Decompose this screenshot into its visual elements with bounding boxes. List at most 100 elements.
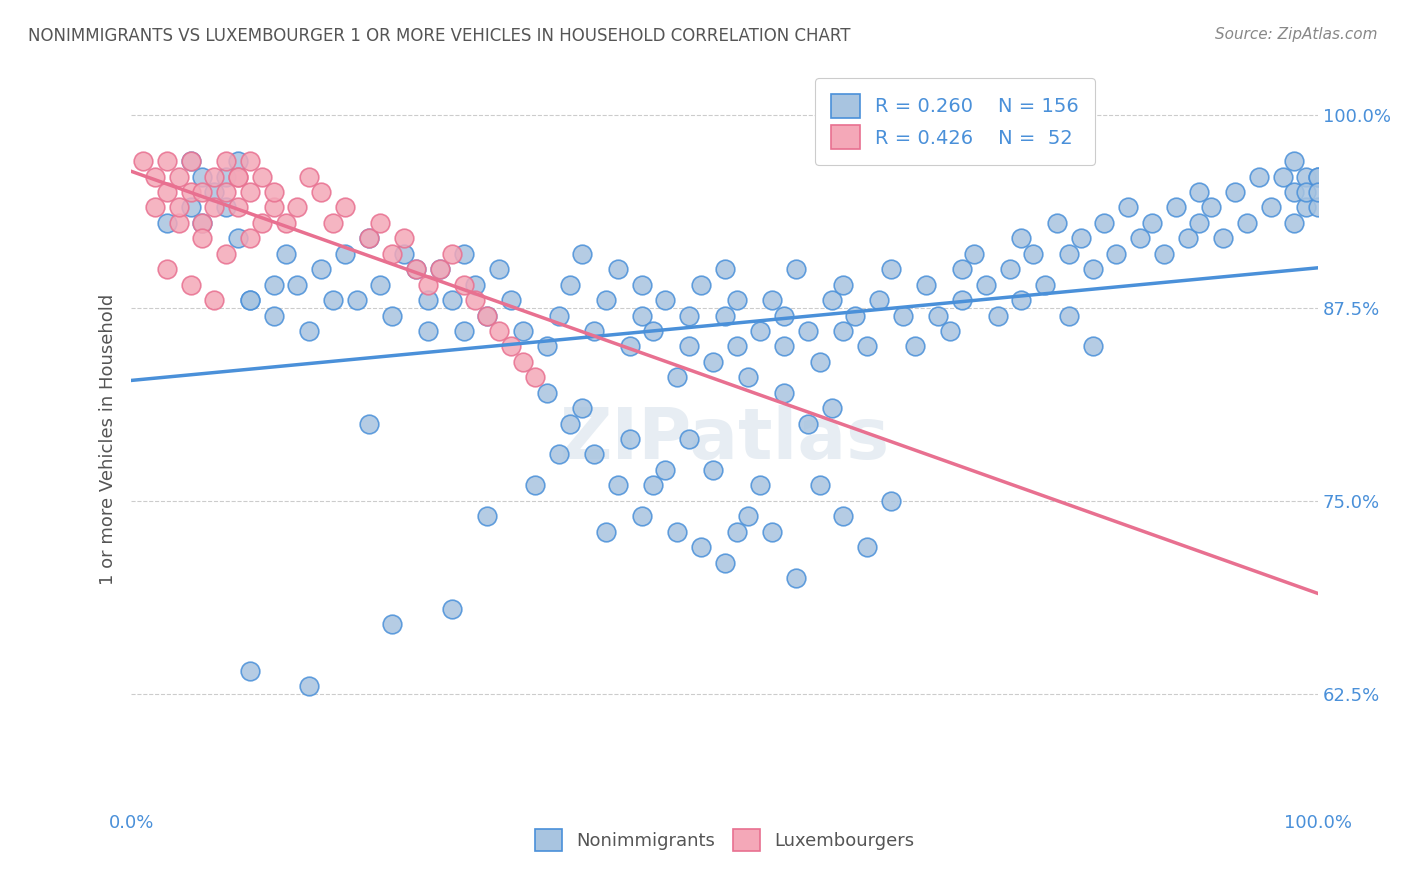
Point — [1140, 216, 1163, 230]
Point — [226, 231, 249, 245]
Point — [1046, 216, 1069, 230]
Point — [987, 309, 1010, 323]
Point — [357, 231, 380, 245]
Point — [226, 169, 249, 184]
Text: Source: ZipAtlas.com: Source: ZipAtlas.com — [1215, 27, 1378, 42]
Point — [690, 540, 713, 554]
Point — [488, 324, 510, 338]
Point — [1129, 231, 1152, 245]
Point — [1057, 309, 1080, 323]
Point — [477, 309, 499, 323]
Point — [394, 231, 416, 245]
Point — [761, 293, 783, 307]
Point — [725, 293, 748, 307]
Point — [512, 324, 534, 338]
Point — [702, 355, 724, 369]
Point — [797, 324, 820, 338]
Point — [322, 293, 344, 307]
Point — [191, 216, 214, 230]
Point — [1022, 247, 1045, 261]
Point — [725, 524, 748, 539]
Point — [606, 262, 628, 277]
Point — [560, 277, 582, 292]
Point — [950, 293, 973, 307]
Point — [499, 293, 522, 307]
Point — [453, 324, 475, 338]
Point — [226, 169, 249, 184]
Point — [1081, 262, 1104, 277]
Point — [643, 324, 665, 338]
Text: ZIPatlas: ZIPatlas — [560, 405, 890, 474]
Point — [808, 355, 831, 369]
Point — [523, 370, 546, 384]
Point — [832, 324, 855, 338]
Point — [927, 309, 949, 323]
Text: NONIMMIGRANTS VS LUXEMBOURGER 1 OR MORE VEHICLES IN HOUSEHOLD CORRELATION CHART: NONIMMIGRANTS VS LUXEMBOURGER 1 OR MORE … — [28, 27, 851, 45]
Point — [191, 169, 214, 184]
Point — [477, 509, 499, 524]
Point — [713, 262, 735, 277]
Point — [333, 201, 356, 215]
Point — [180, 277, 202, 292]
Point — [536, 339, 558, 353]
Point — [844, 309, 866, 323]
Point — [274, 216, 297, 230]
Point — [808, 478, 831, 492]
Point — [512, 355, 534, 369]
Point — [974, 277, 997, 292]
Point — [202, 169, 225, 184]
Point — [1271, 169, 1294, 184]
Point — [405, 262, 427, 277]
Point — [619, 339, 641, 353]
Point — [215, 247, 238, 261]
Point — [1223, 185, 1246, 199]
Point — [298, 169, 321, 184]
Point — [226, 154, 249, 169]
Point — [950, 262, 973, 277]
Point — [595, 524, 617, 539]
Point — [725, 339, 748, 353]
Point — [1308, 201, 1330, 215]
Point — [405, 262, 427, 277]
Point — [287, 201, 309, 215]
Point — [666, 524, 689, 539]
Point — [1188, 185, 1211, 199]
Point — [191, 216, 214, 230]
Point — [643, 478, 665, 492]
Point — [1308, 185, 1330, 199]
Point — [309, 262, 332, 277]
Point — [429, 262, 451, 277]
Point — [1295, 201, 1317, 215]
Point — [191, 185, 214, 199]
Point — [167, 169, 190, 184]
Point — [250, 216, 273, 230]
Point — [1308, 169, 1330, 184]
Y-axis label: 1 or more Vehicles in Household: 1 or more Vehicles in Household — [100, 293, 117, 584]
Point — [440, 247, 463, 261]
Point — [630, 309, 652, 323]
Point — [440, 293, 463, 307]
Point — [370, 277, 392, 292]
Point — [156, 185, 179, 199]
Point — [1201, 201, 1223, 215]
Point — [1057, 247, 1080, 261]
Point — [630, 509, 652, 524]
Point — [654, 293, 676, 307]
Point — [891, 309, 914, 323]
Point — [143, 169, 166, 184]
Point — [678, 339, 700, 353]
Point — [749, 478, 772, 492]
Point — [832, 509, 855, 524]
Point — [773, 309, 796, 323]
Point — [713, 309, 735, 323]
Point — [274, 247, 297, 261]
Point — [690, 277, 713, 292]
Point — [180, 201, 202, 215]
Point — [156, 216, 179, 230]
Point — [453, 277, 475, 292]
Point — [381, 247, 404, 261]
Point — [1188, 216, 1211, 230]
Point — [939, 324, 962, 338]
Point — [1081, 339, 1104, 353]
Point — [880, 493, 903, 508]
